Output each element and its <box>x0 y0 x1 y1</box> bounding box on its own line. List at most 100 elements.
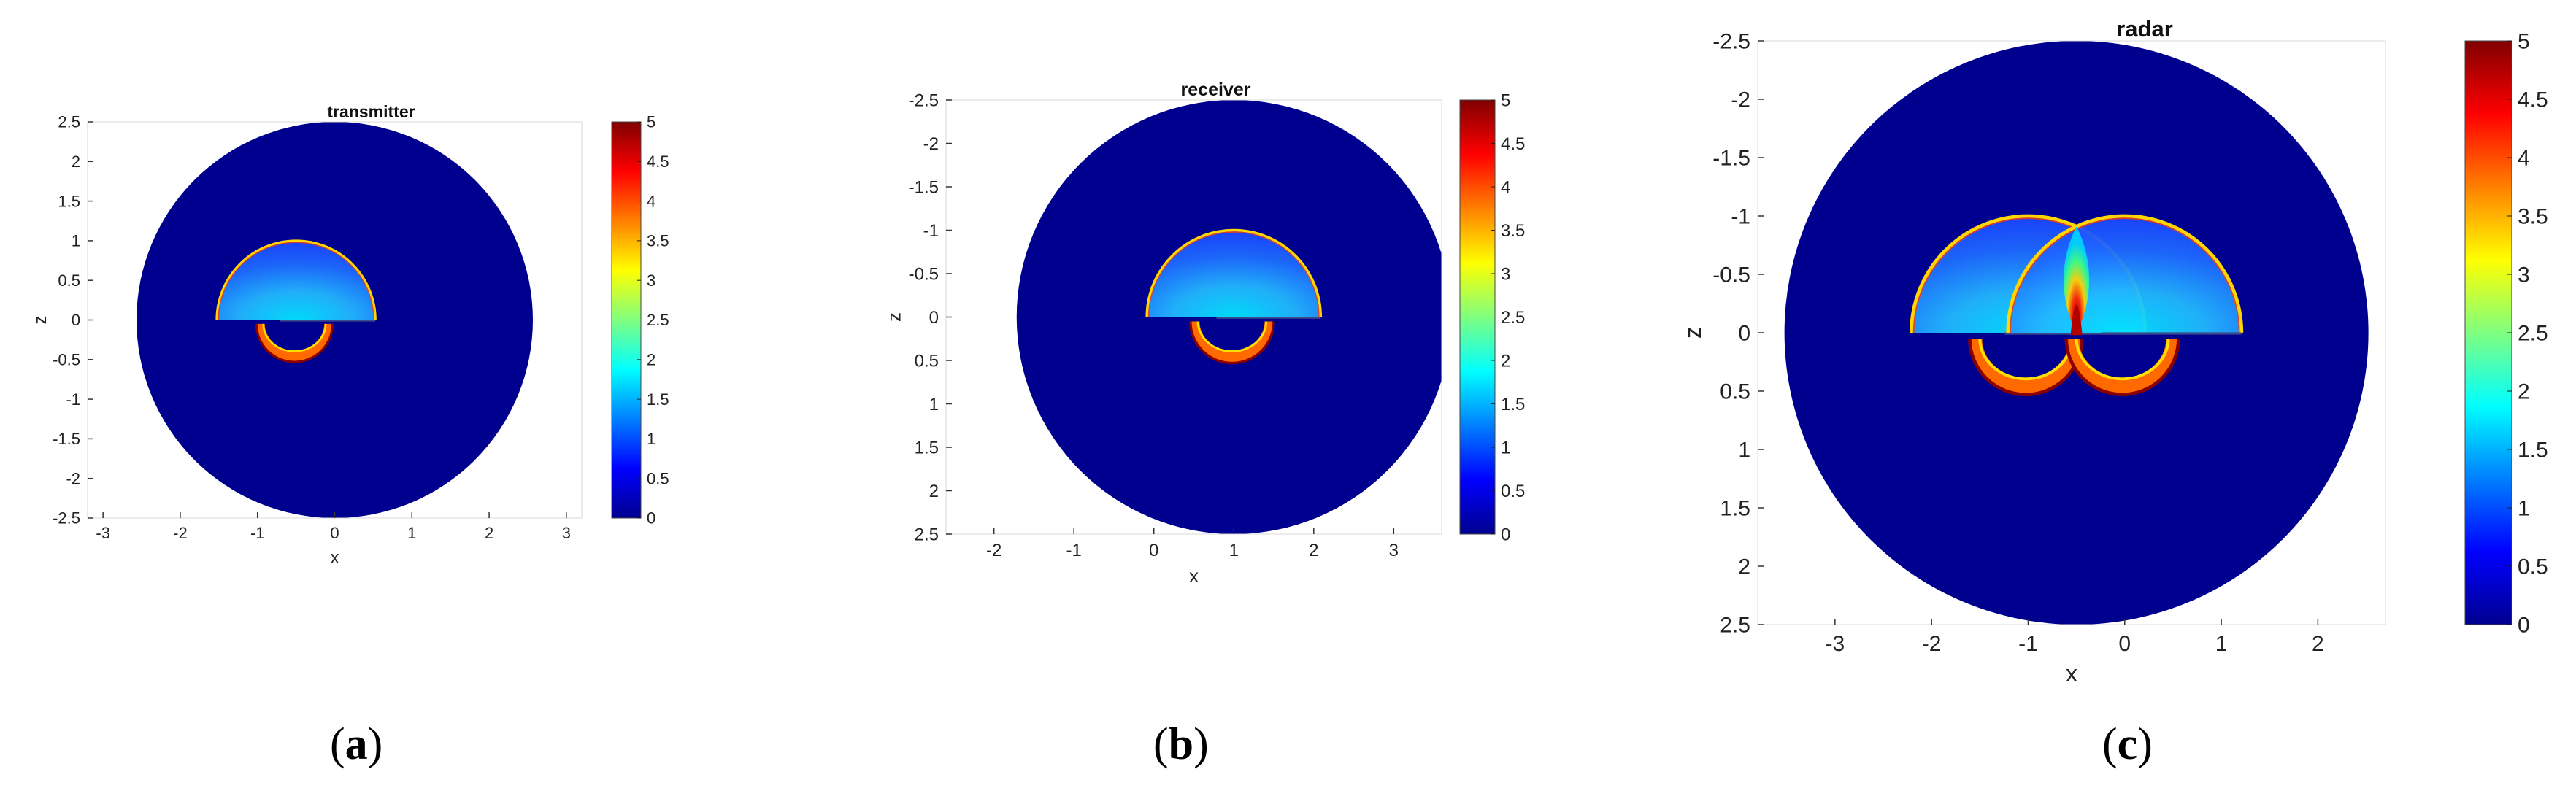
lower-crescent-1 <box>2066 339 2179 395</box>
y-tick-label: 2 <box>1738 555 1750 579</box>
x-tick-label: 3 <box>1389 541 1399 560</box>
x-tick-label: -2 <box>986 541 1001 560</box>
y-tick-label: -0.5 <box>1712 263 1750 287</box>
colorbar <box>611 121 642 519</box>
colorbar-tick-label: 4.5 <box>2518 88 2548 112</box>
plot-area <box>1784 41 2369 625</box>
colorbar-tick-label: 0 <box>2518 614 2530 638</box>
colorbar-tick-label: 4.5 <box>1501 134 1525 154</box>
y-axis-label: z <box>1680 327 1706 339</box>
y-tick-label: 0.5 <box>1720 380 1750 404</box>
colorbar-tick-label: 2.5 <box>647 311 669 329</box>
lower-crescent-edge-1 <box>2064 338 2180 397</box>
colorbar-tick-label: 0 <box>1501 525 1510 544</box>
panel-radar: -3 -2 -1 0 1 2 -2.5 -2 -1.5 -1 -0.5 0 0.5 1 1.5 2 2.5 rad… <box>1680 16 2548 687</box>
x-tick-label: 0 <box>330 524 339 542</box>
field-rim-0 <box>215 239 377 320</box>
x-axis-label: x <box>2066 660 2077 687</box>
x-tick-label: 2 <box>2312 632 2324 656</box>
field-lobes <box>1145 228 1323 365</box>
caption-b-close: ) <box>1193 719 1209 769</box>
colorbar-tick-label: 4 <box>2518 147 2530 171</box>
colorbar-tick-label: 3 <box>1501 264 1510 284</box>
caption-b: (b) <box>1153 719 1209 771</box>
x-tick-label: -1 <box>250 524 265 542</box>
y-tick-label: 0 <box>72 311 80 329</box>
caption-a: (a) <box>330 719 382 771</box>
y-tick-label: 1.5 <box>915 438 939 457</box>
y-tick-label: 0.5 <box>915 351 939 371</box>
colorbar-tick-label: 3 <box>647 271 655 290</box>
x-tick-label: 0 <box>2118 632 2131 656</box>
x-tick-label: -3 <box>96 524 110 542</box>
plot-area <box>137 122 533 518</box>
x-tick-label: 1 <box>2215 632 2228 656</box>
lower-crescent-glow-0 <box>1978 338 2074 380</box>
colorbar-tick-label: 2 <box>647 351 655 369</box>
y-axis-label: z <box>883 312 905 322</box>
lower-crescent-glow-1 <box>2075 338 2170 381</box>
colorbar-tick-label: 2 <box>1501 351 1510 371</box>
x-tick-label: 2 <box>485 524 493 542</box>
y-tick-label: -1.5 <box>909 177 939 197</box>
plot-area <box>1016 100 1442 534</box>
caption-a-close: ) <box>367 719 383 769</box>
y-tick-label: 1 <box>1738 439 1750 463</box>
colorbar-tick-label: 5 <box>647 113 655 131</box>
y-tick-label: 2.5 <box>58 113 80 131</box>
colorbar <box>2464 40 2512 625</box>
panel-transmitter: -3 -2 -1 0 1 2 3 2.5 2 1.5 1 0.5 0 -0.5 -1 -1.5 -2 -2.5 tr… <box>31 102 669 568</box>
y-tick-label: 1.5 <box>58 192 80 210</box>
colorbar-tick-label: 3.5 <box>647 232 669 250</box>
y-tick-label: 0.5 <box>58 271 80 290</box>
y-tick-label: 2.5 <box>1720 614 1750 638</box>
y-tick-label: -1.5 <box>1712 147 1750 171</box>
y-tick-label: -0.5 <box>909 264 939 284</box>
colorbar-tick-label: 4 <box>1501 177 1510 197</box>
y-tick-label: -1 <box>66 390 80 409</box>
y-tick-label: -2 <box>1731 88 1750 112</box>
caption-c-close: ) <box>2137 719 2153 769</box>
x-tick-label: -1 <box>2018 632 2038 656</box>
y-tick-label: 0 <box>1738 322 1750 346</box>
x-tick-label: -2 <box>1922 632 1942 656</box>
caption-c-open: ( <box>2102 719 2118 769</box>
field-lobes <box>215 239 377 363</box>
y-tick-label: -1 <box>1731 205 1750 229</box>
colorbar-tick-label: 3.5 <box>2518 205 2548 229</box>
field-rim-inner-0 <box>1147 231 1320 317</box>
colorbar-tick-label: 5 <box>1501 90 1510 110</box>
caption-a-open: ( <box>330 719 345 769</box>
x-tick-label: -2 <box>173 524 188 542</box>
x-tick-label: 1 <box>407 524 416 542</box>
overlap-lens <box>2064 226 2090 333</box>
colorbar-tick-label: 1 <box>647 430 655 448</box>
chart-title: receiver <box>1181 80 1251 100</box>
y-tick-label: -1.5 <box>53 430 80 448</box>
y-tick-label: -2 <box>923 134 939 154</box>
colorbar-tick-label: 1.5 <box>647 390 669 409</box>
x-tick-label: -3 <box>1826 632 1845 656</box>
chart-title: transmitter <box>327 102 415 121</box>
field-lobe-0 <box>217 240 376 320</box>
colorbar-tick-label: 1.5 <box>1501 395 1525 414</box>
chart-title: radar <box>2116 16 2173 42</box>
y-tick-label: -1 <box>923 221 939 241</box>
field-rim-0 <box>1145 228 1323 317</box>
lower-crescent-0 <box>1190 321 1274 363</box>
x-tick-label: 2 <box>1309 541 1318 560</box>
overlap-peak <box>2070 304 2083 336</box>
lower-crescent-0 <box>256 323 333 363</box>
y-tick-label: -2.5 <box>909 90 939 110</box>
panel-receiver: -2 -1 0 1 2 3 -2.5 -2 -1.5 -1 -0.5 0 0.5 1 1.5 2 2.5 rece… <box>883 80 1526 587</box>
x-axis-label: x <box>1189 565 1199 587</box>
field-lobe-0 <box>1147 230 1321 317</box>
lower-crescent-glow-0 <box>1196 321 1268 353</box>
y-tick-label: 2 <box>929 482 939 501</box>
field-rim-1 <box>2006 214 2244 333</box>
caption-c: (c) <box>2102 719 2153 771</box>
y-tick-label: -2.5 <box>1712 30 1750 54</box>
colorbar-tick-label: 1.5 <box>2518 439 2548 463</box>
lower-crescent-0 <box>1969 339 2083 395</box>
y-tick-label: 1 <box>72 232 80 250</box>
